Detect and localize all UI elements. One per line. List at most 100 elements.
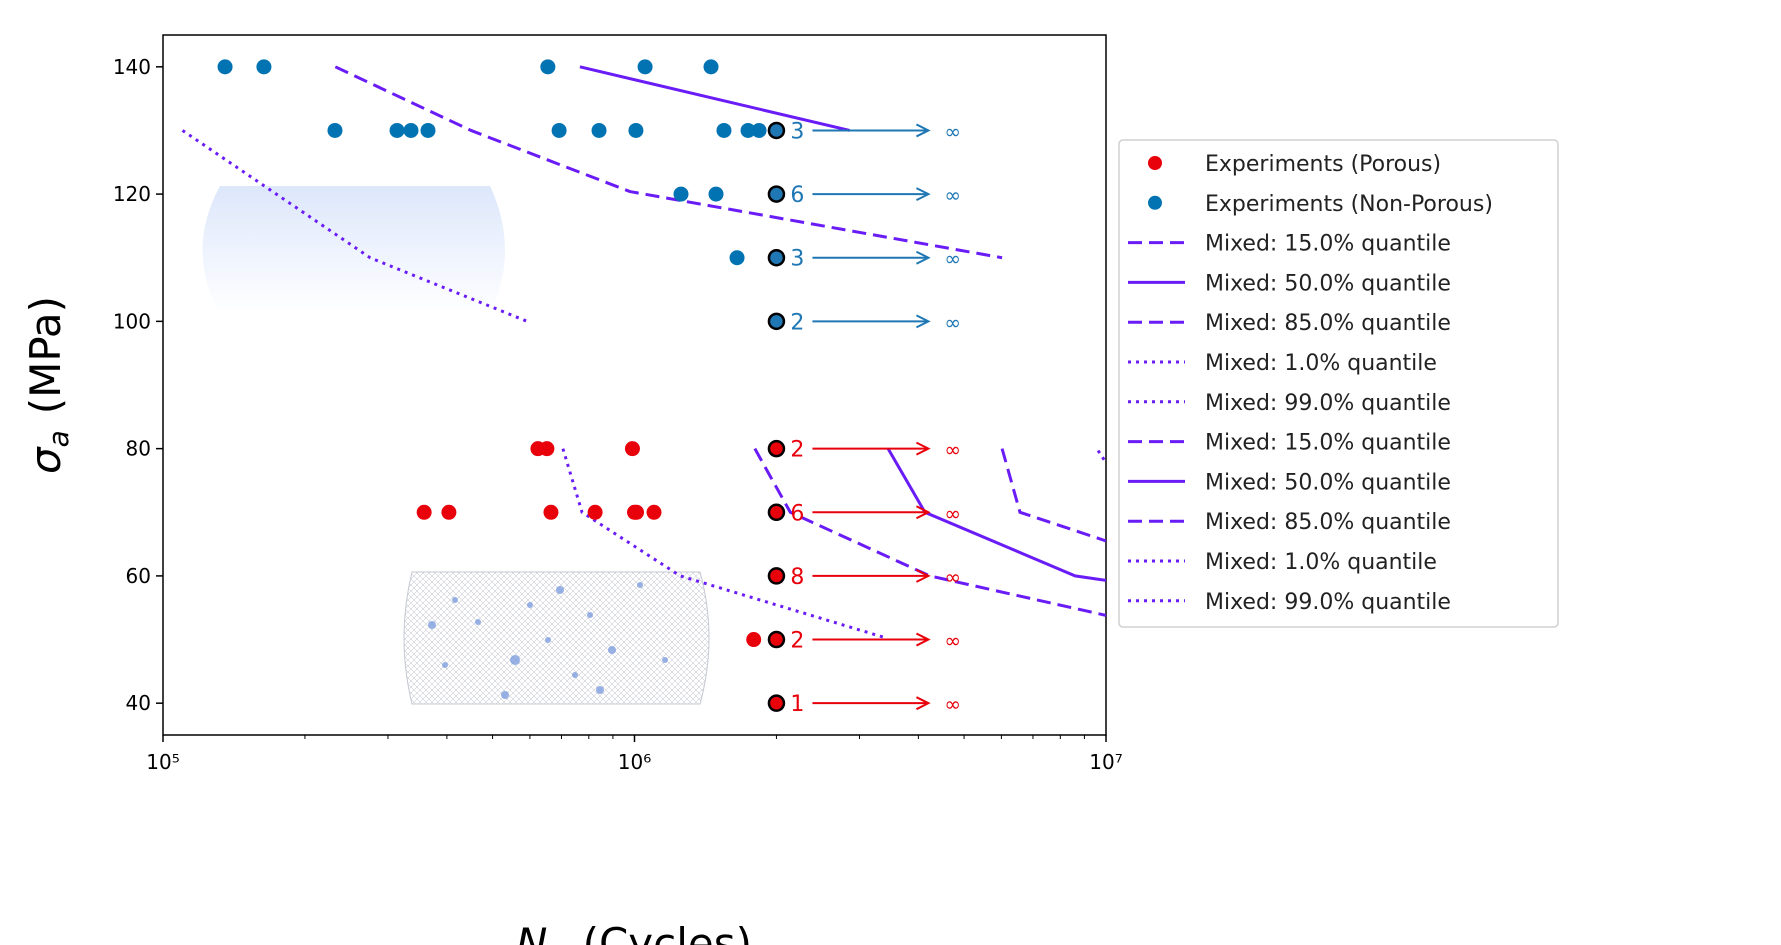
x-label-symbol: N bbox=[516, 919, 547, 945]
data-point bbox=[539, 441, 555, 457]
legend-label: Mixed: 1.0% quantile bbox=[1205, 351, 1437, 376]
runout-point bbox=[767, 503, 786, 522]
quantile-line bbox=[181, 129, 528, 323]
data-point bbox=[746, 632, 762, 648]
data-point bbox=[673, 186, 689, 202]
runout-count: 6 bbox=[790, 501, 804, 526]
x-tick-label: 10⁵ bbox=[146, 750, 179, 774]
runout-arrowhead bbox=[915, 632, 931, 647]
runout-arrowhead bbox=[915, 250, 931, 265]
runout-infinity: ∞ bbox=[944, 629, 961, 653]
runout-count: 2 bbox=[790, 629, 804, 654]
runout-arrowhead bbox=[915, 441, 931, 456]
legend-box bbox=[1118, 139, 1559, 628]
data-point bbox=[403, 122, 419, 138]
data-point bbox=[416, 504, 432, 520]
legend-label: Mixed: 15.0% quantile bbox=[1205, 232, 1451, 257]
legend-label: Mixed: 85.0% quantile bbox=[1205, 311, 1451, 336]
runout-arrowhead bbox=[915, 696, 931, 711]
data-point bbox=[256, 59, 272, 75]
x-label-unit: (Cycles) bbox=[583, 919, 752, 945]
runout-count: 6 bbox=[790, 183, 804, 208]
runout-infinity: ∞ bbox=[944, 183, 961, 207]
pores bbox=[428, 582, 668, 699]
y-label-unit: (MPa) bbox=[21, 296, 70, 414]
runout-infinity: ∞ bbox=[944, 565, 961, 589]
data-point bbox=[708, 186, 724, 202]
data-point bbox=[540, 59, 556, 75]
quantile-line bbox=[1096, 449, 1106, 464]
data-point bbox=[646, 504, 662, 520]
runout-infinity: ∞ bbox=[944, 438, 961, 462]
data-point bbox=[217, 59, 233, 75]
data-point bbox=[629, 504, 645, 520]
x-axis-label: NB (Cycles) bbox=[516, 919, 752, 945]
runout-arrowhead bbox=[915, 314, 931, 329]
runout-point bbox=[767, 567, 786, 585]
quantile-line bbox=[886, 447, 1106, 582]
runout-count: 2 bbox=[790, 310, 804, 335]
data-point bbox=[420, 122, 436, 138]
data-point bbox=[729, 250, 745, 266]
data-point bbox=[591, 122, 607, 138]
runout-point bbox=[767, 630, 786, 649]
runout-infinity: ∞ bbox=[944, 119, 961, 143]
runout-count: 8 bbox=[790, 565, 804, 590]
runout-infinity: ∞ bbox=[944, 501, 961, 525]
y-tick-label: 40 bbox=[126, 691, 151, 715]
legend-label: Experiments (Non-Porous) bbox=[1205, 192, 1493, 217]
runout-arrowhead bbox=[915, 569, 931, 583]
legend-label: Mixed: 85.0% quantile bbox=[1205, 510, 1451, 535]
quantile-line bbox=[1000, 448, 1106, 543]
data-point bbox=[740, 122, 756, 138]
data-point bbox=[751, 122, 767, 138]
data-point bbox=[587, 504, 603, 520]
runout-count: 2 bbox=[790, 438, 804, 463]
runout-count: 3 bbox=[790, 119, 804, 144]
runout-count: 1 bbox=[790, 692, 804, 717]
y-tick-label: 120 bbox=[113, 182, 151, 206]
y-tick-label: 80 bbox=[126, 437, 151, 461]
data-point bbox=[624, 441, 640, 457]
data-point bbox=[716, 122, 732, 138]
runout-arrowhead bbox=[915, 123, 931, 138]
data-point bbox=[441, 504, 457, 520]
legend-label: Mixed: 15.0% quantile bbox=[1205, 431, 1451, 456]
x-tick-label: 10⁷ bbox=[1089, 750, 1122, 774]
y-tick-label: 100 bbox=[113, 309, 151, 333]
y-label-symbol: σ bbox=[21, 446, 70, 474]
clipped-marks bbox=[181, 59, 1106, 648]
quantile-line bbox=[334, 65, 1003, 260]
legend-label: Mixed: 50.0% quantile bbox=[1205, 470, 1451, 495]
x-label-sub: B bbox=[547, 940, 566, 945]
plot-marks: 3 ∞ 6 ∞ 3 ∞ 2 ∞ 2 ∞ 6 ∞ 8 ∞ 2 ∞ 1 ∞ bbox=[181, 59, 1106, 717]
y-tick-label: 60 bbox=[126, 564, 151, 588]
data-point bbox=[628, 122, 644, 138]
runout-point bbox=[767, 312, 786, 331]
data-point bbox=[703, 59, 719, 75]
quantile-line bbox=[753, 447, 1106, 617]
data-point bbox=[637, 59, 653, 75]
mesh-image bbox=[403, 571, 710, 705]
data-point bbox=[543, 504, 559, 520]
runout-infinity: ∞ bbox=[944, 310, 961, 334]
illustrations bbox=[202, 186, 710, 705]
data-point bbox=[327, 122, 343, 138]
runout-infinity: ∞ bbox=[944, 247, 961, 271]
runout-infinity: ∞ bbox=[944, 692, 961, 716]
runout-count: 3 bbox=[790, 247, 804, 272]
legend-label: Experiments (Porous) bbox=[1205, 152, 1441, 177]
legend-label: Mixed: 99.0% quantile bbox=[1205, 391, 1451, 416]
runout-point bbox=[767, 121, 786, 140]
cylinder-image bbox=[202, 186, 505, 315]
legend-marker bbox=[1148, 156, 1162, 170]
runout-point bbox=[767, 439, 786, 458]
y-label-sub: a bbox=[42, 430, 75, 447]
legend-label: Mixed: 50.0% quantile bbox=[1205, 271, 1451, 296]
quantile-line bbox=[579, 65, 851, 132]
data-point bbox=[551, 122, 567, 138]
runout-arrowhead bbox=[915, 187, 931, 201]
y-tick-label: 140 bbox=[113, 55, 151, 79]
